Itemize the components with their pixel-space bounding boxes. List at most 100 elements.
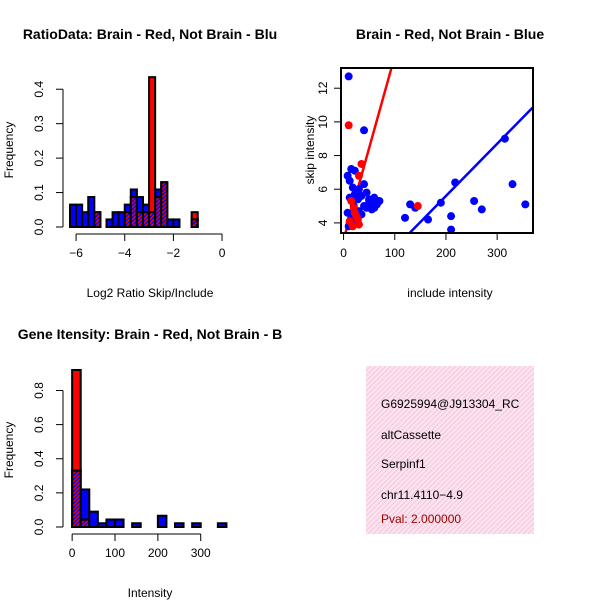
hatch-line [367, 367, 534, 534]
y-tick-label: 0.1 [32, 184, 46, 201]
blue-bar-14 [191, 522, 202, 529]
red-point [350, 208, 359, 217]
overlap-hatch [160, 195, 168, 203]
overlap-hatch [93, 217, 101, 225]
blue-point [521, 200, 530, 209]
overlap-outline-20 [190, 218, 199, 229]
hatch-line [366, 366, 532, 532]
hatch-line [437, 437, 534, 534]
red-point [357, 159, 366, 168]
hatch-line [366, 366, 367, 367]
hatch-line [407, 407, 534, 534]
y-tick-label: 6 [316, 186, 330, 193]
overlap-hatch [71, 513, 82, 524]
blue-point [362, 188, 371, 197]
hatch-line [377, 377, 534, 534]
overlap-hatch [130, 210, 138, 218]
intensity-histogram-panel: Gene Itensity: Brain - Red, Not Brain - … [2, 326, 282, 600]
info-probe-id: G6925994@J913304_RC [381, 397, 520, 411]
hatch-line [366, 366, 457, 457]
overlap-hatch [160, 203, 168, 211]
overlap-hatch [130, 214, 138, 222]
hatch-line [366, 366, 522, 522]
x-tick-label: −2 [167, 246, 181, 260]
overlap-hatch [154, 206, 162, 214]
hatch-line [366, 366, 452, 452]
blue-point [447, 225, 456, 233]
blue-point [451, 178, 460, 187]
hatch-line [462, 462, 534, 534]
ratio-histogram-title: RatioData: Brain - Red, Not Brain - Blu [23, 26, 277, 42]
overlap-hatch [130, 198, 138, 206]
hatch-line [392, 392, 534, 534]
overlap-hatch [148, 213, 156, 221]
hatch-line [366, 366, 462, 462]
hatch-line [366, 366, 407, 407]
overlap-hatch [71, 470, 81, 480]
hatch-line [366, 366, 482, 482]
hatch-line [366, 366, 377, 377]
scatter-title: Brain - Red, Not Brain - Blue [356, 26, 544, 42]
overlap-hatch [93, 213, 101, 221]
y-tick-label: 0.8 [32, 382, 46, 399]
y-tick-label: 4 [316, 219, 330, 226]
overlap-hatch [71, 505, 82, 516]
overlap-hatch [71, 509, 82, 520]
overlap-hatch [71, 493, 82, 504]
overlap-hatch [160, 191, 168, 199]
overlap-hatch [71, 489, 82, 500]
scatter-frame [340, 67, 534, 234]
intensity-histogram-ylabel: Frequency [2, 422, 16, 479]
hatch-line [522, 522, 534, 534]
y-tick-label: 12 [316, 81, 330, 95]
ratio-histogram-bars [69, 76, 199, 229]
red-point [347, 197, 356, 206]
hatch-line [497, 497, 534, 534]
blue-point [508, 180, 517, 189]
blue-bar-4 [105, 518, 117, 529]
y-tick-label: 0.3 [32, 115, 46, 132]
overlap-hatch [160, 211, 168, 219]
scatter-panel: Brain - Red, Not Brain - Blue 0 100 200 300… [303, 26, 544, 300]
blue-point [401, 213, 409, 222]
hatch-line [366, 366, 512, 512]
ratio-histogram-xlabel: Log2 Ratio Skip/Include [87, 286, 214, 300]
hatch-line [366, 366, 397, 397]
overlap-hatch [160, 187, 168, 195]
hatch-line [366, 366, 372, 372]
x-tick-label: 100 [105, 546, 125, 560]
blue-bar-5 [114, 518, 125, 529]
hatch-line [452, 452, 534, 534]
hatch-line [387, 387, 534, 534]
hatch-line [467, 467, 534, 534]
red-point [348, 222, 357, 231]
overlap-hatch [154, 202, 162, 210]
overlap-hatch [71, 485, 82, 496]
blue-bar-10 [156, 514, 168, 528]
blue-point [370, 193, 379, 202]
ratio-histogram-ylabel: Frequency [2, 122, 16, 179]
hatch-line [366, 366, 502, 502]
blue-point [360, 180, 369, 189]
info-gene: Serpinf1 [381, 457, 426, 471]
blue-fit-line [407, 106, 533, 233]
hatch-line [532, 532, 534, 534]
y-tick-label: 0.0 [32, 518, 46, 535]
info-location: chr11.4110−4.9 [381, 488, 463, 502]
hatch-line [372, 372, 534, 534]
y-tick-label: 0.4 [32, 450, 46, 467]
blue-bar-10 [129, 188, 138, 199]
x-tick-label: 200 [148, 546, 168, 560]
intensity-histogram-bars [71, 369, 228, 529]
hatch-line [447, 447, 534, 534]
y-tick-label: 0.2 [32, 149, 46, 166]
overlap-hatch [130, 218, 138, 226]
hatch-line [366, 366, 527, 527]
overlap-hatch [71, 501, 82, 512]
overlap-outline-15 [160, 181, 169, 229]
overlap-hatch [130, 202, 138, 210]
hatch-line [382, 382, 534, 534]
x-tick-label: −6 [69, 246, 83, 260]
x-tick-label: 200 [436, 246, 456, 260]
overlap-hatch [124, 217, 132, 225]
